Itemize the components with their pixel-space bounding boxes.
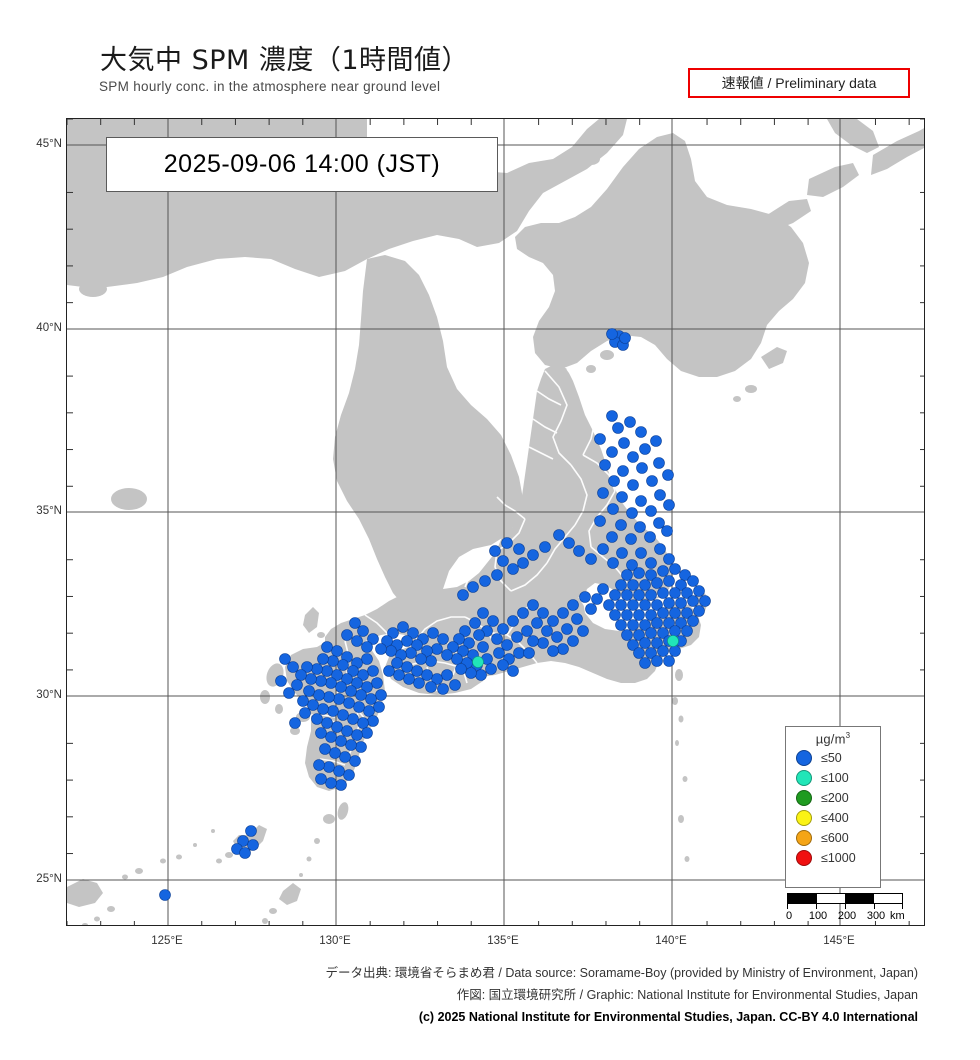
legend-dot-icon-600 xyxy=(796,830,812,847)
legend-row-400: ≤400 xyxy=(786,808,880,828)
legend-dot-icon-200 xyxy=(796,790,812,807)
map-svg xyxy=(67,119,924,925)
legend-dot-icon-50 xyxy=(796,750,812,767)
scale-segment-3 xyxy=(845,894,874,903)
legend-label-600: ≤600 xyxy=(821,831,849,846)
legend-unit-title: µg/m3 xyxy=(786,731,880,746)
legend-label-1000: ≤1000 xyxy=(821,851,856,866)
x-tick-135: 135°E xyxy=(487,935,519,947)
scale-tick-100 xyxy=(816,904,817,909)
scale-segment-2 xyxy=(816,894,845,903)
station-dots-layer xyxy=(159,328,711,901)
timestamp-box: 2025-09-06 14:00 (JST) xyxy=(106,137,498,192)
legend-dot-icon-100 xyxy=(796,770,812,787)
scale-unit-label: km xyxy=(890,910,905,922)
legend-panel: µg/m3 ≤50 ≤100 ≤200 ≤400 ≤600 ≤1000 xyxy=(785,726,881,888)
footer-graphic-credit: 作図: 国立環境研究所 / Graphic: National Institut… xyxy=(456,988,918,1002)
y-axis-labels: 45°N 40°N 35°N 30°N 25°N xyxy=(0,118,62,926)
map-canvas xyxy=(67,119,924,925)
legend-row-100: ≤100 xyxy=(786,768,880,788)
footer-credits: データ出典: 環境省そらまめ君 / Data source: Soramame-… xyxy=(0,962,980,1028)
legend-label-400: ≤400 xyxy=(821,811,849,826)
x-tick-125: 125°E xyxy=(151,935,183,947)
y-tick-45: 45°N xyxy=(36,138,62,150)
scale-label-0: 0 xyxy=(785,910,793,922)
legend-row-200: ≤200 xyxy=(786,788,880,808)
page-title: 大気中 SPM 濃度（1時間値） xyxy=(100,45,470,76)
legend-row-50: ≤50 xyxy=(786,748,880,768)
x-tick-140: 140°E xyxy=(655,935,687,947)
legend-dot-icon-400 xyxy=(796,810,812,827)
page-subtitle: SPM hourly conc. in the atmosphere near … xyxy=(99,79,441,94)
scale-segment-1 xyxy=(788,894,817,903)
y-tick-40: 40°N xyxy=(36,322,62,334)
scale-tick-end xyxy=(902,904,903,909)
x-tick-145: 145°E xyxy=(823,935,855,947)
legend-dot-icon-1000 xyxy=(796,850,812,867)
y-tick-25: 25°N xyxy=(36,873,62,885)
y-tick-35: 35°N xyxy=(36,505,62,517)
map-plot-area[interactable] xyxy=(66,118,925,926)
y-tick-30: 30°N xyxy=(36,689,62,701)
scale-bar-labels: 0 100 200 300 km xyxy=(785,910,927,924)
scale-tick-300 xyxy=(874,904,875,909)
scale-tick-200 xyxy=(845,904,846,909)
scale-label-300: 300 xyxy=(866,910,886,922)
scale-bar-segments xyxy=(787,893,903,904)
scale-label-100: 100 xyxy=(808,910,828,922)
legend-label-200: ≤200 xyxy=(821,791,849,806)
legend-label-100: ≤100 xyxy=(821,771,849,786)
x-tick-130: 130°E xyxy=(319,935,351,947)
legend-row-600: ≤600 xyxy=(786,828,880,848)
scale-bar-ticks xyxy=(787,904,903,910)
station-dot-cyan xyxy=(472,635,679,668)
footer-data-source: データ出典: 環境省そらまめ君 / Data source: Soramame-… xyxy=(325,966,918,980)
legend-unit-text: µg/m xyxy=(815,731,846,747)
scale-tick-0 xyxy=(787,904,788,909)
scale-bar: 0 100 200 300 km xyxy=(785,893,925,924)
x-axis-labels: 125°E 130°E 135°E 140°E 145°E xyxy=(66,926,925,956)
legend-label-50: ≤50 xyxy=(821,751,842,766)
legend-row-1000: ≤1000 xyxy=(786,848,880,868)
minor-ticks xyxy=(67,119,924,925)
scale-segment-4 xyxy=(873,894,902,903)
scale-label-200: 200 xyxy=(837,910,857,922)
footer-copyright: (c) 2025 National Institute for Environm… xyxy=(418,1010,918,1024)
preliminary-data-badge: 速報値 / Preliminary data xyxy=(688,68,910,98)
legend-unit-exponent: 3 xyxy=(845,731,851,740)
